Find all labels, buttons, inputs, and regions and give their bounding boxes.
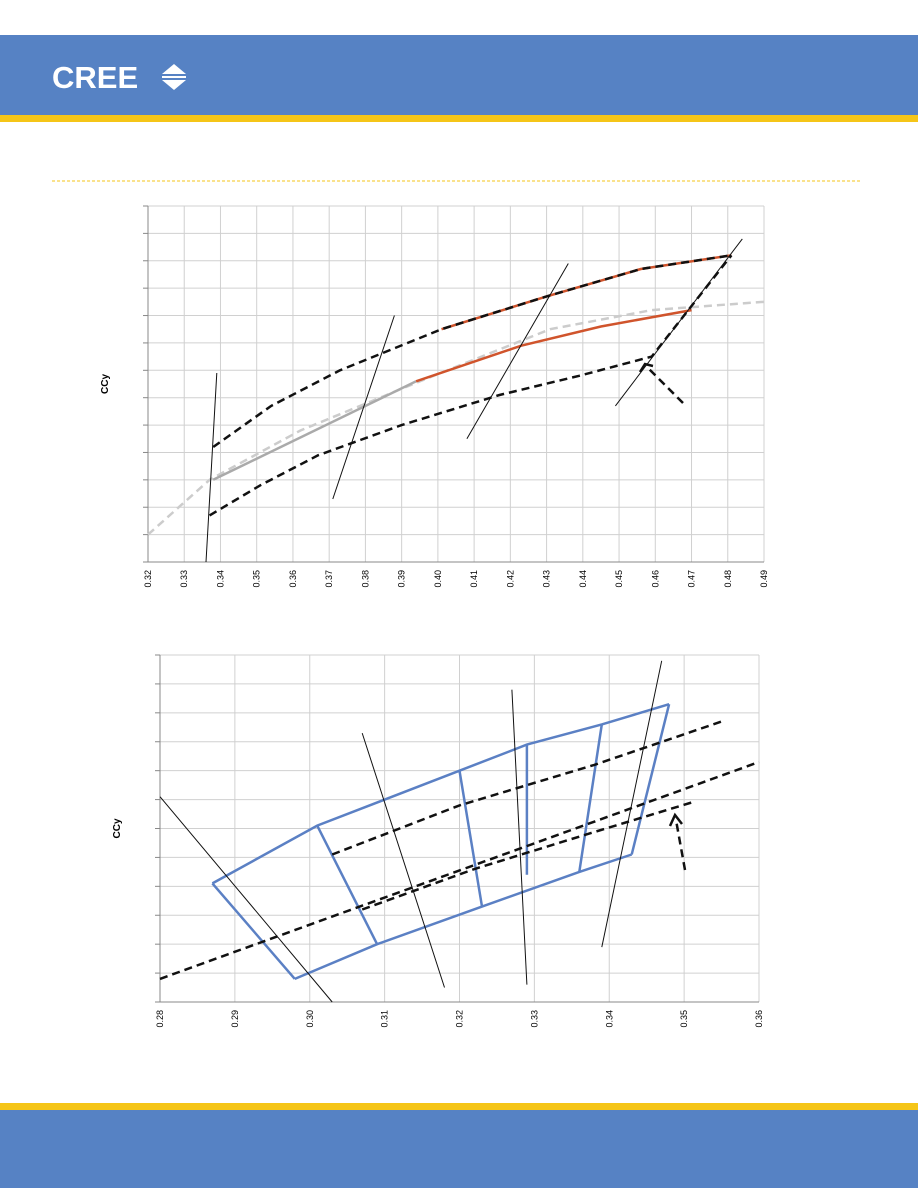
series-line [212, 254, 732, 449]
x-tick-label: 0.35 [679, 1010, 689, 1028]
series-line [211, 703, 671, 980]
chart: 0.32 0.33 0.34 0.35 0.36 0.37 0.38 0.39 0.40 0.41… [100, 205, 769, 588]
x-tick-label: 0.38 [360, 570, 370, 588]
header-band [0, 35, 918, 115]
x-tick-label: 0.32 [455, 1010, 465, 1028]
x-tick-label: 0.33 [529, 1010, 539, 1028]
x-tick-label: 0.48 [723, 570, 733, 588]
x-tick-label: 0.46 [650, 570, 660, 588]
x-tick-label: 0.47 [687, 570, 697, 588]
series-line [415, 308, 692, 383]
x-tick-label: 0.37 [324, 570, 334, 588]
x-tick-label: 0.49 [759, 570, 769, 588]
series-line [159, 760, 760, 981]
series-line [331, 720, 723, 856]
arrows [638, 362, 687, 871]
series-line [147, 300, 765, 536]
footer-band [0, 1110, 918, 1188]
series-line [211, 703, 670, 885]
series-line [361, 801, 692, 911]
y-axis-label: CCy [112, 818, 123, 838]
x-tick-label: 0.30 [305, 1010, 315, 1028]
x-tick-label: 0.35 [252, 570, 262, 588]
series-line [441, 254, 732, 331]
chart: 0.28 0.29 0.30 0.31 0.32 0.33 0.34 0.35 0.36 CCy [112, 654, 764, 1028]
series-line [205, 238, 743, 563]
x-tick-label: 0.28 [155, 1010, 165, 1028]
y-axis-label: CCy [100, 374, 111, 394]
x-tick-label: 0.34 [604, 1010, 614, 1028]
footer-stripe [0, 1103, 918, 1110]
x-tick-label: 0.36 [754, 1010, 764, 1028]
series-line [212, 380, 417, 481]
x-tick-label: 0.39 [397, 570, 407, 588]
header-stripe [0, 115, 918, 122]
logo-icon [162, 64, 186, 90]
x-tick-label: 0.44 [578, 570, 588, 588]
series-line [159, 660, 663, 1003]
charts: 0.32 0.33 0.34 0.35 0.36 0.37 0.38 0.39 0.40 0.41… [100, 205, 769, 1028]
series-line [208, 254, 733, 517]
x-tick-label: 0.36 [288, 570, 298, 588]
x-tick-label: 0.33 [179, 570, 189, 588]
x-tick-label: 0.29 [230, 1010, 240, 1028]
x-tick-label: 0.34 [215, 570, 225, 588]
logo: CREE [52, 60, 138, 95]
x-tick-label: 0.32 [143, 570, 153, 588]
x-tick-label: 0.42 [505, 570, 515, 588]
x-tick-label: 0.45 [614, 570, 624, 588]
x-tick-label: 0.43 [542, 570, 552, 588]
x-tick-label: 0.40 [433, 570, 443, 588]
x-tick-label: 0.41 [469, 570, 479, 588]
x-tick-label: 0.31 [380, 1010, 390, 1028]
